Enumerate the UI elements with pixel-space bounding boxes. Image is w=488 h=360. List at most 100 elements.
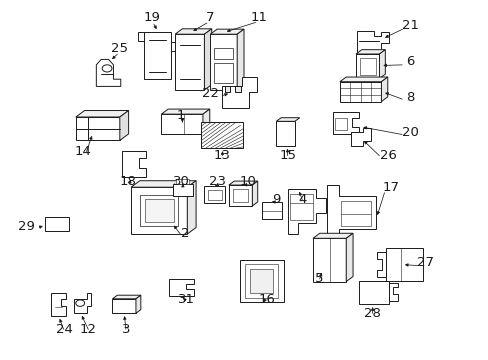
Text: 25: 25 (111, 42, 128, 55)
Text: 16: 16 (258, 293, 274, 306)
Polygon shape (136, 295, 141, 313)
Text: 1: 1 (176, 109, 185, 122)
Polygon shape (312, 233, 352, 238)
Bar (214, 48, 233, 59)
Bar (233, 189, 247, 202)
Bar (144, 199, 173, 222)
Polygon shape (74, 293, 91, 313)
Text: 22: 22 (202, 87, 218, 100)
Bar (112, 299, 136, 313)
Bar (173, 184, 192, 196)
Bar (339, 82, 381, 102)
Text: 30: 30 (173, 175, 189, 188)
Text: 7: 7 (205, 11, 214, 24)
Polygon shape (112, 295, 141, 299)
Text: 9: 9 (271, 193, 280, 206)
Bar (204, 186, 224, 203)
Text: 10: 10 (239, 175, 256, 188)
Polygon shape (237, 29, 244, 90)
Text: 29: 29 (19, 220, 35, 233)
Text: 17: 17 (382, 181, 399, 194)
Polygon shape (51, 293, 66, 316)
Bar (161, 114, 203, 134)
Bar (334, 118, 346, 130)
Bar (201, 122, 243, 148)
Polygon shape (287, 189, 325, 234)
Bar (45, 217, 69, 231)
Polygon shape (350, 128, 370, 146)
Bar (289, 194, 313, 220)
Polygon shape (234, 86, 241, 92)
Text: 21: 21 (402, 19, 418, 32)
Text: 4: 4 (297, 193, 306, 206)
Text: 13: 13 (214, 149, 230, 162)
Polygon shape (332, 112, 359, 134)
Polygon shape (204, 29, 211, 90)
Polygon shape (96, 59, 121, 86)
Text: 14: 14 (75, 145, 91, 158)
Polygon shape (379, 50, 385, 78)
Bar (131, 187, 187, 234)
Polygon shape (326, 185, 375, 239)
Circle shape (102, 65, 112, 72)
Polygon shape (346, 233, 352, 282)
Bar (312, 238, 346, 282)
Text: 27: 27 (416, 256, 433, 269)
Polygon shape (171, 42, 177, 51)
Circle shape (76, 300, 84, 306)
Polygon shape (222, 77, 256, 108)
Bar (175, 34, 204, 90)
Polygon shape (228, 181, 257, 185)
Polygon shape (276, 118, 299, 121)
Bar (207, 190, 221, 200)
Polygon shape (122, 151, 145, 177)
Bar (359, 58, 375, 75)
Polygon shape (175, 29, 211, 34)
Text: 26: 26 (380, 149, 396, 162)
Text: 6: 6 (406, 55, 414, 68)
Polygon shape (339, 77, 387, 82)
Polygon shape (224, 86, 229, 92)
Text: 5: 5 (314, 272, 323, 285)
Polygon shape (76, 111, 128, 117)
Text: 18: 18 (120, 175, 136, 188)
Bar (76, 117, 120, 140)
Polygon shape (203, 109, 209, 134)
Polygon shape (120, 111, 128, 140)
Polygon shape (355, 50, 385, 54)
Polygon shape (356, 31, 388, 52)
Bar (239, 260, 283, 302)
Bar (214, 63, 233, 83)
Bar (175, 179, 189, 184)
Text: 24: 24 (56, 323, 73, 336)
Polygon shape (376, 252, 386, 277)
Text: 31: 31 (178, 293, 195, 306)
Text: 12: 12 (80, 323, 97, 336)
Bar (250, 269, 272, 293)
Bar (144, 32, 171, 79)
Text: 19: 19 (143, 11, 160, 24)
Polygon shape (187, 181, 196, 234)
Bar (359, 281, 388, 304)
Bar (386, 248, 422, 281)
Bar (276, 121, 294, 146)
Polygon shape (138, 32, 144, 41)
Text: 2: 2 (180, 227, 189, 240)
Bar (210, 34, 237, 90)
Bar (355, 54, 379, 78)
Polygon shape (252, 181, 257, 206)
Text: 8: 8 (406, 91, 414, 104)
Polygon shape (388, 283, 397, 301)
Polygon shape (169, 279, 193, 296)
Text: 15: 15 (280, 149, 296, 162)
Polygon shape (381, 77, 387, 102)
Polygon shape (210, 29, 244, 34)
Text: 23: 23 (208, 175, 225, 188)
Bar (262, 202, 281, 219)
Bar (140, 195, 178, 226)
Text: 28: 28 (364, 307, 380, 320)
Text: 11: 11 (250, 11, 267, 24)
Bar (341, 201, 370, 226)
Text: 3: 3 (122, 323, 130, 336)
Bar (245, 264, 277, 298)
